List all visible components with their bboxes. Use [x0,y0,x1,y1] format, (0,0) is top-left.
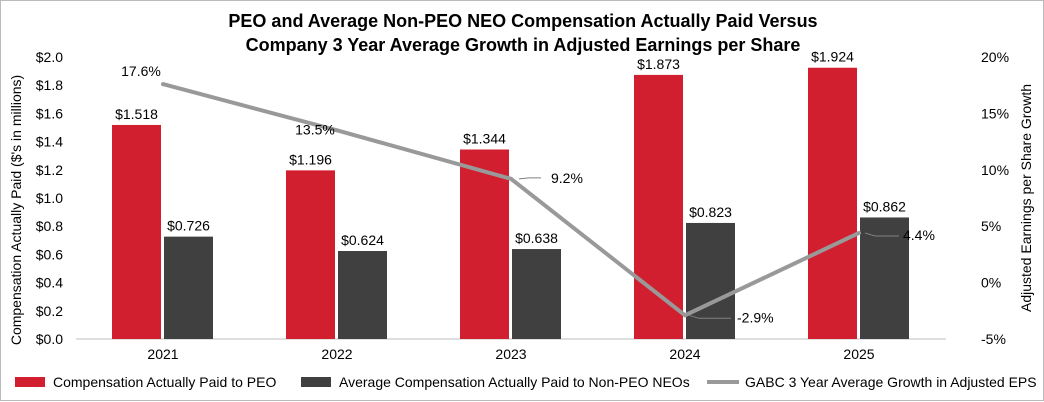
x-tick-label: 2022 [321,346,352,362]
y-axis-label: Compensation Actually Paid ($'s in milli… [8,75,24,345]
chart-title-line: Company 3 Year Average Growth in Adjuste… [246,35,801,55]
y-tick-label: $0.4 [36,275,63,291]
y-tick-label: $0.2 [36,303,63,319]
x-tick-label: 2025 [843,346,874,362]
x-tick-label: 2024 [669,346,700,362]
bar-data-label: $0.638 [515,230,558,246]
y-tick-label: $1.6 [36,105,63,121]
y-tick-label: $0.6 [36,246,63,262]
y-tick-label: $1.2 [36,162,63,178]
bar-peo [634,74,683,340]
bar-data-label: $0.624 [341,232,384,248]
x-tick-label: 2023 [495,346,526,362]
y-tick-label: $1.8 [36,77,63,93]
bar-neo [860,217,909,339]
eps-growth-line [162,82,860,318]
bar-neo [164,236,213,339]
bar-data-label: $1.924 [811,49,854,65]
bar-neo [338,251,387,339]
bar-peo [808,67,857,339]
y-tick-label: $2.0 [36,49,63,65]
legend-swatch-bar [15,377,45,387]
bar-data-label: $1.344 [463,130,506,146]
eps-growth-point [335,128,339,133]
eps-growth-point [161,82,165,87]
bar-neo [512,249,561,339]
line-data-label: -2.9% [737,309,774,325]
legend-label: GABC 3 Year Average Growth in Adjusted E… [745,374,1037,390]
bar-peo [286,170,335,339]
y2-axis-label: Adjusted Earnings per Share Growth [1018,84,1034,312]
line-data-label: 13.5% [295,121,335,137]
line-label-leader [864,232,899,237]
y-tick-label: $0.8 [36,218,63,234]
eps-growth-point [509,176,513,181]
line-data-label: 4.4% [903,227,935,243]
legend-swatch-bar [301,377,331,387]
y-tick-label: $1.4 [36,134,63,150]
bar-peo [460,149,509,339]
y2-tick-label: 10% [981,162,1009,178]
line-label-leader [688,314,731,319]
eps-growth-point [683,313,687,318]
y2-tick-label: 0% [981,275,1001,291]
bar-data-label: $0.823 [689,204,732,220]
bar-data-label: $0.862 [863,198,906,214]
y2-tick-label: 15% [981,105,1009,121]
y2-tick-label: 5% [981,218,1001,234]
line-data-label: 9.2% [551,170,583,186]
y-tick-label: $0.0 [36,331,63,347]
bar-data-label: $1.196 [289,151,332,167]
line-label-leader [518,177,541,180]
chart-title-line: PEO and Average Non-PEO NEO Compensation… [228,11,817,31]
y-tick-label: $1.0 [36,190,63,206]
bar-data-label: $1.518 [115,106,158,122]
legend-label: Average Compensation Actually Paid to No… [339,374,690,390]
legend-label: Compensation Actually Paid to PEO [53,374,276,390]
bar-data-label: $1.873 [637,56,680,72]
bar-peo [112,124,161,339]
bar-data-label: $0.726 [167,218,210,234]
bar-neo [686,222,735,339]
line-data-label: 17.6% [121,63,161,79]
y2-tick-label: 20% [981,49,1009,65]
y2-tick-label: -5% [981,331,1006,347]
x-tick-label: 2021 [147,346,178,362]
eps-growth-point [857,230,861,235]
